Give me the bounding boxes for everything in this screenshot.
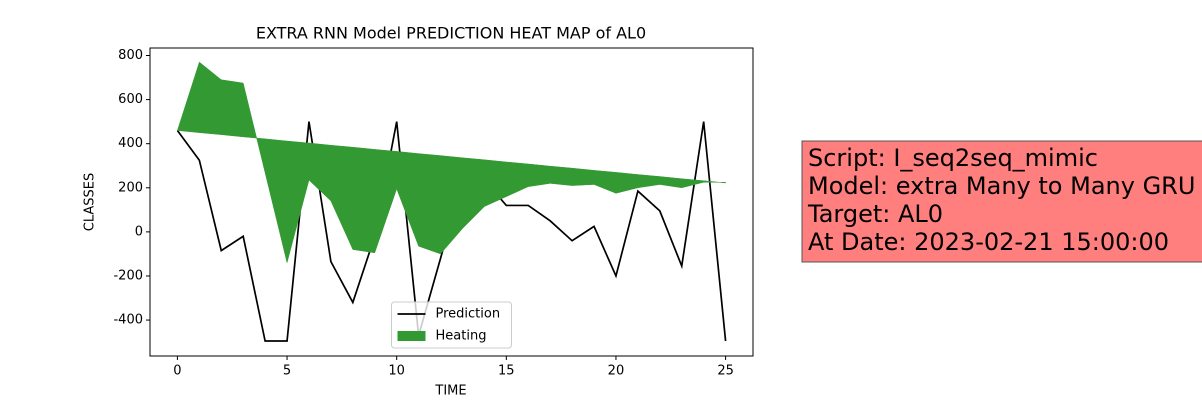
legend-label: Prediction (436, 307, 501, 322)
y-tick-label: 200 (118, 180, 143, 195)
plot-frame (149, 47, 754, 357)
chart-title: EXTRA RNN Model PREDICTION HEAT MAP of A… (256, 24, 646, 43)
annotation-line: Target: AL0 (807, 200, 943, 228)
y-tick-label: 0 (135, 224, 143, 239)
annotation-line: Model: extra Many to Many GRU (808, 172, 1195, 200)
annotation-line: Script: I_seq2seq_mimic (808, 144, 1098, 172)
y-tick-label: -200 (113, 268, 143, 283)
y-tick-label: 400 (118, 136, 143, 151)
annotation-box (801, 140, 1202, 263)
y-tick-label: 800 (118, 48, 143, 63)
x-tick-label: 15 (498, 364, 515, 379)
y-tick-label: 600 (118, 92, 143, 107)
x-tick-label: 10 (388, 364, 405, 379)
y-tick-label: -400 (113, 313, 143, 328)
x-tick-label: 20 (608, 364, 625, 379)
x-tick-label: 0 (173, 364, 181, 379)
legend-swatch (397, 331, 426, 341)
y-axis-label: CLASSES (83, 173, 98, 231)
area (177, 61, 726, 263)
legend-label: Heating (436, 329, 487, 344)
x-axis-label: TIME (434, 384, 466, 399)
x-tick-label: 5 (283, 364, 291, 379)
x-tick-label: 25 (717, 364, 734, 379)
annotation-line: At Date: 2023-02-21 15:00:00 (808, 228, 1169, 256)
